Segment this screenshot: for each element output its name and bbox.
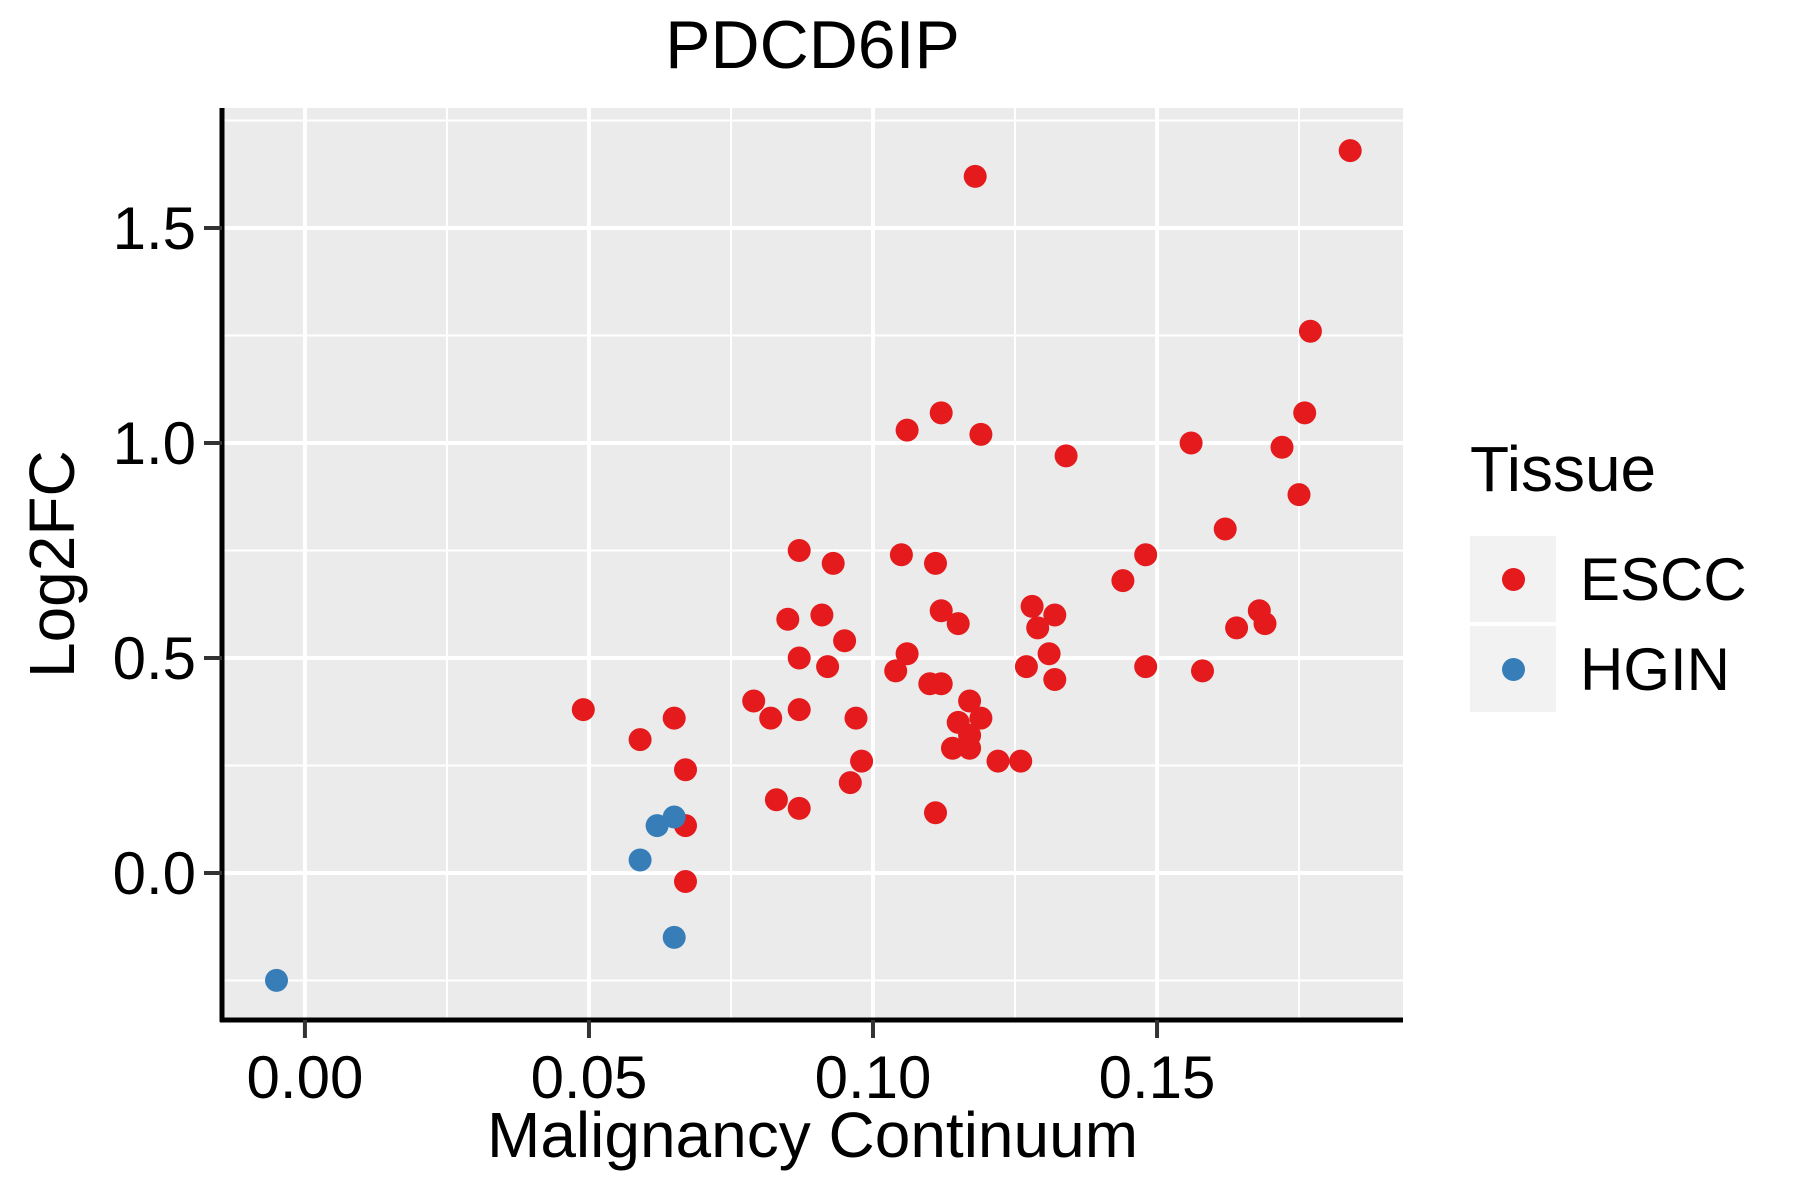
data-point-hgin: [662, 805, 686, 829]
data-point-escc: [1213, 517, 1237, 541]
data-point-escc: [969, 422, 993, 446]
legend-key-hgin: [1470, 626, 1556, 712]
data-point-escc: [963, 164, 987, 188]
data-point-escc: [1179, 431, 1203, 455]
x-axis-title: Malignancy Continuum: [487, 1099, 1138, 1171]
legend-label-escc: ESCC: [1580, 545, 1747, 613]
data-point-escc: [776, 607, 800, 631]
data-point-escc: [958, 689, 982, 713]
data-point-escc: [674, 870, 697, 893]
data-point-escc: [924, 551, 947, 575]
data-point-escc: [889, 543, 913, 567]
plot-panel: [222, 108, 1403, 1020]
data-point-escc: [1054, 444, 1078, 468]
data-point-hgin: [645, 814, 669, 838]
data-point-escc: [759, 706, 783, 730]
data-point-escc: [1020, 594, 1044, 618]
data-point-escc: [895, 418, 919, 442]
data-point-escc: [1338, 139, 1362, 163]
data-point-escc: [1298, 319, 1322, 343]
data-point-escc: [787, 796, 811, 820]
data-point-escc: [941, 736, 964, 760]
data-point-escc: [929, 599, 953, 623]
data-point-escc: [1111, 569, 1135, 593]
data-point-escc: [571, 698, 595, 722]
y-tick-label: 1.5: [113, 195, 196, 262]
data-point-escc: [628, 728, 652, 752]
data-point-escc: [742, 689, 766, 713]
legend-row-escc: ESCC: [1470, 536, 1747, 622]
legend-row-hgin: HGIN: [1470, 626, 1747, 712]
data-point-escc: [838, 771, 862, 795]
data-point-escc: [929, 672, 953, 696]
data-point-escc: [674, 758, 697, 782]
data-point-escc: [929, 401, 953, 425]
data-point-escc: [969, 706, 993, 730]
x-tick-label: 0.10: [815, 1044, 932, 1111]
data-point-escc: [1026, 616, 1050, 640]
x-tick-label: 0.15: [1099, 1044, 1216, 1111]
data-point-escc: [1134, 543, 1158, 567]
data-point-escc: [764, 788, 788, 812]
data-point-escc: [844, 706, 868, 730]
data-point-escc: [946, 612, 970, 636]
data-point-escc: [787, 539, 811, 562]
data-point-escc: [895, 642, 919, 666]
x-tick-label: 0.00: [247, 1044, 364, 1111]
y-axis-title: Log2FC: [16, 450, 88, 678]
data-point-escc: [1134, 655, 1158, 679]
data-point-escc: [1293, 401, 1317, 425]
data-point-escc: [833, 629, 857, 653]
data-point-escc: [850, 749, 874, 773]
data-point-escc: [1270, 435, 1294, 459]
data-point-escc: [958, 736, 982, 760]
data-point-escc: [1225, 616, 1249, 640]
data-point-escc: [1043, 668, 1067, 691]
data-point-escc: [884, 659, 908, 683]
data-point-escc: [1253, 612, 1277, 636]
data-point-escc: [1287, 483, 1311, 507]
data-point-escc: [924, 801, 947, 825]
y-tick-label: 0.0: [113, 840, 196, 907]
y-tick-label: 0.5: [113, 625, 196, 692]
data-point-escc: [1037, 642, 1061, 666]
data-point-escc: [1009, 749, 1033, 773]
data-point-escc: [1191, 659, 1214, 683]
data-point-escc: [662, 706, 686, 730]
data-point-escc: [810, 603, 834, 627]
legend-title: Tissue: [1470, 433, 1657, 505]
data-point-escc: [1014, 655, 1038, 679]
escc-point-icon: [1501, 567, 1525, 591]
data-point-escc: [1043, 603, 1067, 627]
data-point-hgin: [662, 925, 686, 949]
y-tick-label: 1.0: [113, 410, 196, 477]
hgin-point-icon: [1501, 657, 1525, 681]
plot-title: PDCD6IP: [665, 7, 960, 83]
data-point-escc: [986, 749, 1010, 773]
data-point-escc: [787, 646, 811, 670]
data-point-hgin: [265, 968, 288, 992]
legend-key-escc: [1470, 536, 1556, 622]
data-point-escc: [787, 698, 811, 722]
legend-label-hgin: HGIN: [1580, 635, 1730, 703]
x-tick-label: 0.05: [531, 1044, 648, 1111]
legend: Tissue ESCC HGIN: [1470, 432, 1747, 716]
data-point-hgin: [628, 848, 652, 872]
data-point-escc: [821, 551, 845, 575]
data-point-escc: [816, 655, 840, 679]
